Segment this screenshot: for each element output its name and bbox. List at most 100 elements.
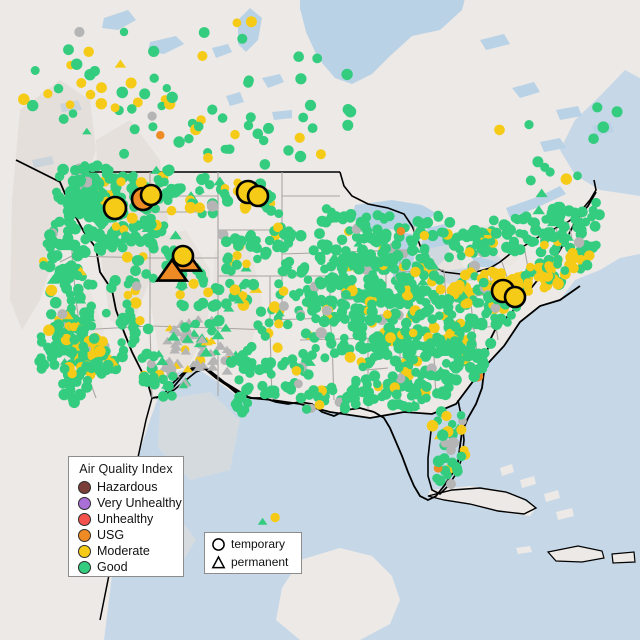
- monitor-marker[interactable]: [439, 388, 452, 401]
- monitor-marker[interactable]: [117, 242, 128, 253]
- monitor-marker[interactable]: [95, 98, 108, 110]
- monitor-marker[interactable]: [336, 234, 348, 245]
- monitor-marker[interactable]: [127, 104, 137, 114]
- monitor-marker[interactable]: [421, 381, 432, 392]
- monitor-marker[interactable]: [398, 277, 407, 287]
- monitor-marker[interactable]: [257, 517, 268, 525]
- monitor-marker[interactable]: [409, 355, 419, 365]
- monitor-marker[interactable]: [588, 133, 599, 145]
- monitor-marker[interactable]: [114, 59, 127, 68]
- legend-item-hazardous[interactable]: Hazardous: [69, 479, 183, 495]
- monitor-marker[interactable]: [122, 299, 132, 309]
- monitor-marker[interactable]: [434, 275, 445, 285]
- monitor-marker[interactable]: [480, 228, 491, 235]
- monitor-marker[interactable]: [97, 235, 109, 247]
- monitor-marker[interactable]: [449, 336, 461, 348]
- monitor-marker[interactable]: [259, 389, 270, 400]
- monitor-marker[interactable]: [563, 205, 575, 217]
- monitor-marker[interactable]: [560, 266, 570, 275]
- monitor-marker[interactable]: [176, 299, 186, 309]
- monitor-marker[interactable]: [159, 221, 169, 230]
- legend-item-permanent[interactable]: permanent: [205, 553, 301, 571]
- monitor-marker[interactable]: [132, 97, 143, 108]
- monitor-marker[interactable]: [539, 283, 549, 293]
- monitor-marker[interactable]: [338, 267, 347, 277]
- monitor-marker[interactable]: [198, 27, 210, 38]
- monitor-marker[interactable]: [478, 277, 489, 288]
- monitor-marker[interactable]: [403, 381, 415, 393]
- monitor-marker[interactable]: [160, 177, 169, 187]
- monitor-marker[interactable]: [368, 269, 378, 279]
- monitor-marker[interactable]: [311, 303, 322, 313]
- monitor-marker[interactable]: [50, 340, 62, 352]
- monitor-marker[interactable]: [64, 192, 75, 202]
- monitor-marker[interactable]: [43, 324, 55, 336]
- monitor-marker[interactable]: [49, 296, 62, 309]
- monitor-marker[interactable]: [410, 284, 421, 295]
- monitor-marker[interactable]: [340, 314, 350, 325]
- monitor-marker[interactable]: [135, 316, 145, 326]
- monitor-marker[interactable]: [307, 123, 318, 133]
- monitor-marker[interactable]: [358, 219, 371, 231]
- monitor-marker[interactable]: [142, 323, 154, 335]
- monitor-marker[interactable]: [432, 473, 442, 483]
- monitor-marker[interactable]: [358, 329, 367, 339]
- monitor-marker[interactable]: [253, 320, 263, 330]
- monitor-marker[interactable]: [523, 278, 533, 288]
- monitor-marker[interactable]: [57, 309, 68, 320]
- monitor-marker[interactable]: [295, 392, 307, 404]
- monitor-marker[interactable]: [432, 455, 445, 468]
- monitor-marker[interactable]: [206, 323, 218, 332]
- monitor-marker[interactable]: [207, 362, 219, 371]
- monitor-marker[interactable]: [347, 320, 357, 330]
- monitor-marker[interactable]: [295, 230, 307, 242]
- monitor-marker[interactable]: [566, 251, 576, 260]
- monitor-marker[interactable]: [150, 204, 160, 214]
- monitor-marker[interactable]: [592, 102, 603, 113]
- monitor-marker[interactable]: [45, 284, 58, 297]
- monitor-marker[interactable]: [395, 373, 406, 384]
- monitor-marker[interactable]: [521, 211, 532, 222]
- monitor-marker[interactable]: [199, 279, 208, 288]
- monitor-marker[interactable]: [308, 245, 319, 256]
- monitor-marker[interactable]: [158, 364, 170, 372]
- monitor-marker[interactable]: [460, 299, 470, 309]
- monitor-marker[interactable]: [450, 321, 461, 332]
- monitor-marker[interactable]: [90, 206, 102, 218]
- monitor-marker[interactable]: [439, 465, 451, 476]
- monitor-marker[interactable]: [194, 202, 205, 213]
- monitor-marker[interactable]: [66, 203, 75, 212]
- monitor-marker[interactable]: [237, 33, 248, 44]
- monitor-marker[interactable]: [243, 77, 254, 88]
- monitor-marker[interactable]: [293, 51, 305, 62]
- monitor-marker[interactable]: [298, 348, 308, 359]
- monitor-marker[interactable]: [321, 305, 333, 316]
- monitor-marker[interactable]: [184, 134, 194, 144]
- monitor-marker[interactable]: [259, 135, 269, 146]
- monitor-marker[interactable]: [445, 373, 457, 384]
- monitor-marker[interactable]: [88, 333, 100, 344]
- monitor-marker[interactable]: [188, 360, 199, 368]
- monitor-marker[interactable]: [273, 222, 283, 233]
- monitor-marker[interactable]: [63, 216, 74, 227]
- monitor-marker[interactable]: [180, 347, 191, 355]
- monitor-marker[interactable]: [329, 348, 340, 358]
- monitor-marker[interactable]: [79, 350, 88, 359]
- monitor-marker[interactable]: [74, 176, 86, 187]
- monitor-marker[interactable]: [357, 386, 369, 398]
- monitor-marker[interactable]: [327, 272, 337, 282]
- monitor-marker[interactable]: [129, 124, 140, 135]
- monitor-marker[interactable]: [60, 333, 73, 346]
- monitor-marker[interactable]: [59, 364, 70, 374]
- monitor-marker[interactable]: [277, 360, 288, 371]
- monitor-marker[interactable]: [138, 377, 148, 387]
- monitor-marker[interactable]: [525, 175, 536, 186]
- monitor-marker[interactable]: [74, 291, 86, 304]
- monitor-marker[interactable]: [58, 114, 69, 124]
- monitor-marker[interactable]: [147, 111, 157, 121]
- monitor-marker[interactable]: [503, 285, 527, 309]
- monitor-marker[interactable]: [282, 319, 293, 330]
- monitor-marker[interactable]: [509, 236, 519, 247]
- monitor-marker[interactable]: [63, 44, 74, 56]
- monitor-marker[interactable]: [180, 322, 191, 333]
